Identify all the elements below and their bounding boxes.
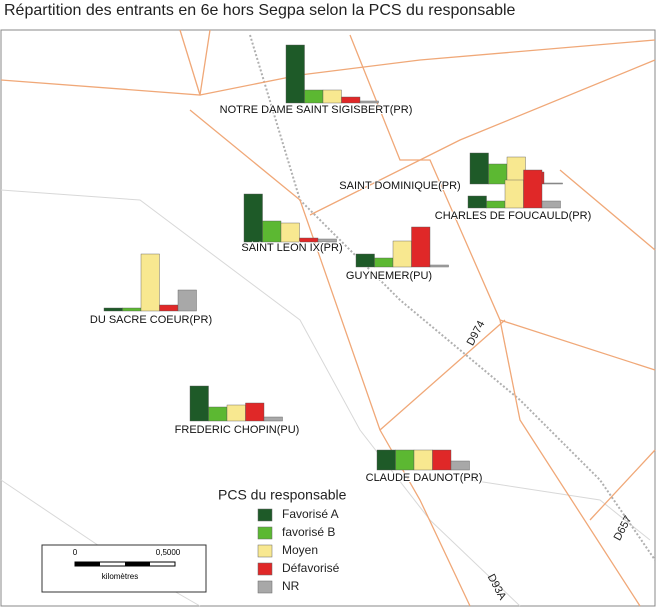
bar	[317, 238, 337, 243]
bar	[159, 304, 179, 312]
legend-title: PCS du responsable	[218, 487, 347, 503]
bar	[263, 416, 283, 422]
school-label: SAINT LEON IX(PR)	[241, 242, 342, 254]
bar	[486, 200, 506, 209]
school-label: DU SACRE COEUR(PR)	[90, 314, 212, 326]
bar	[541, 200, 561, 209]
legend-swatch	[257, 562, 273, 576]
bar	[413, 449, 433, 471]
legend-label: favorisé B	[282, 525, 335, 539]
legend-swatch	[257, 580, 273, 594]
bar	[429, 264, 449, 268]
legend-label: NR	[282, 579, 300, 593]
map-title: Répartition des entrants en 6e hors Segp…	[4, 2, 516, 19]
bar	[122, 307, 142, 312]
bar	[140, 253, 160, 312]
bar	[243, 193, 263, 243]
road	[199, 39, 656, 96]
bar	[355, 253, 375, 268]
bar	[488, 163, 508, 185]
school-label: FREDERIC CHOPIN(PU)	[175, 424, 300, 436]
bar	[469, 152, 489, 185]
bar	[359, 100, 379, 104]
scale-bar: 0 0,5000 kilomètres	[41, 544, 207, 593]
bar	[523, 169, 543, 209]
bar	[226, 404, 246, 422]
bar	[341, 96, 361, 104]
bar	[189, 385, 209, 422]
school-label: CHARLES DE FOUCAULD(PR)	[435, 210, 591, 222]
legend-swatch	[257, 544, 273, 558]
legend-label: Favorisé A	[282, 507, 339, 521]
scale-unit: kilomètres	[102, 572, 138, 581]
legend-label: Moyen	[282, 543, 318, 557]
road	[309, 59, 656, 216]
scale-label: 0,5000	[156, 548, 181, 557]
bar	[432, 449, 452, 471]
bar	[467, 195, 487, 209]
legend-swatch	[257, 526, 273, 540]
road	[349, 34, 641, 607]
road	[179, 29, 201, 96]
scale-box	[41, 544, 207, 593]
bar	[103, 307, 123, 312]
bar	[285, 44, 305, 104]
road	[589, 449, 656, 521]
bar	[392, 240, 412, 268]
bar	[245, 402, 265, 422]
bar	[262, 220, 282, 243]
school-label: CLAUDE DAUNOT(PR)	[366, 472, 483, 484]
bar	[504, 179, 524, 209]
bar	[543, 182, 563, 185]
bar	[304, 89, 324, 104]
school-label: SAINT DOMINIQUE(PR)	[339, 180, 460, 192]
bar	[450, 460, 470, 471]
school-label: NOTRE DAME SAINT SIGISBERT(PR)	[220, 104, 413, 116]
road	[379, 319, 506, 431]
map-frame	[0, 29, 656, 607]
bar	[411, 226, 431, 268]
legend-label: Défavorisé	[282, 561, 340, 575]
road	[499, 319, 656, 371]
road	[469, 479, 651, 541]
school-label: GUYNEMER(PU)	[346, 270, 432, 282]
bar	[376, 449, 396, 471]
legend-swatch	[257, 508, 273, 522]
scale-label: 0	[73, 548, 78, 557]
bar	[177, 289, 197, 312]
bar	[395, 449, 415, 471]
bar	[322, 89, 342, 104]
scale-line	[125, 562, 150, 566]
bar	[374, 257, 394, 268]
road	[0, 189, 521, 607]
scale-line	[75, 562, 100, 566]
bar	[208, 406, 228, 422]
road	[559, 169, 656, 251]
bar	[280, 222, 300, 243]
roads	[0, 29, 656, 607]
